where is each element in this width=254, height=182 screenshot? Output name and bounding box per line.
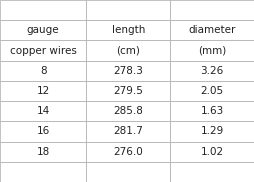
FancyBboxPatch shape	[0, 0, 86, 20]
Text: 1.63: 1.63	[200, 106, 224, 116]
FancyBboxPatch shape	[86, 20, 170, 40]
FancyBboxPatch shape	[86, 121, 170, 142]
FancyBboxPatch shape	[170, 162, 254, 182]
FancyBboxPatch shape	[0, 142, 86, 162]
Text: (mm): (mm)	[198, 46, 226, 56]
FancyBboxPatch shape	[0, 61, 86, 81]
Text: 281.7: 281.7	[113, 126, 143, 136]
Text: 278.3: 278.3	[113, 66, 143, 76]
FancyBboxPatch shape	[170, 20, 254, 40]
FancyBboxPatch shape	[0, 101, 86, 121]
Text: 3.26: 3.26	[200, 66, 224, 76]
FancyBboxPatch shape	[0, 162, 86, 182]
Text: 16: 16	[37, 126, 50, 136]
Text: 285.8: 285.8	[113, 106, 143, 116]
FancyBboxPatch shape	[86, 142, 170, 162]
Text: (cm): (cm)	[116, 46, 140, 56]
FancyBboxPatch shape	[170, 61, 254, 81]
FancyBboxPatch shape	[0, 81, 86, 101]
Text: copper wires: copper wires	[10, 46, 77, 56]
FancyBboxPatch shape	[170, 0, 254, 20]
Text: 1.02: 1.02	[200, 147, 224, 157]
FancyBboxPatch shape	[170, 121, 254, 142]
FancyBboxPatch shape	[170, 101, 254, 121]
FancyBboxPatch shape	[86, 61, 170, 81]
Text: 1.29: 1.29	[200, 126, 224, 136]
Text: gauge: gauge	[27, 25, 59, 35]
FancyBboxPatch shape	[86, 101, 170, 121]
Text: 276.0: 276.0	[113, 147, 143, 157]
FancyBboxPatch shape	[86, 0, 170, 20]
FancyBboxPatch shape	[86, 81, 170, 101]
Text: 8: 8	[40, 66, 46, 76]
FancyBboxPatch shape	[170, 142, 254, 162]
FancyBboxPatch shape	[170, 40, 254, 61]
FancyBboxPatch shape	[86, 162, 170, 182]
Text: diameter: diameter	[188, 25, 236, 35]
FancyBboxPatch shape	[170, 81, 254, 101]
Text: 18: 18	[37, 147, 50, 157]
FancyBboxPatch shape	[86, 40, 170, 61]
Text: 12: 12	[37, 86, 50, 96]
Text: 2.05: 2.05	[200, 86, 224, 96]
Text: 279.5: 279.5	[113, 86, 143, 96]
FancyBboxPatch shape	[0, 40, 86, 61]
Text: length: length	[112, 25, 145, 35]
FancyBboxPatch shape	[0, 20, 86, 40]
FancyBboxPatch shape	[0, 121, 86, 142]
Text: 14: 14	[37, 106, 50, 116]
